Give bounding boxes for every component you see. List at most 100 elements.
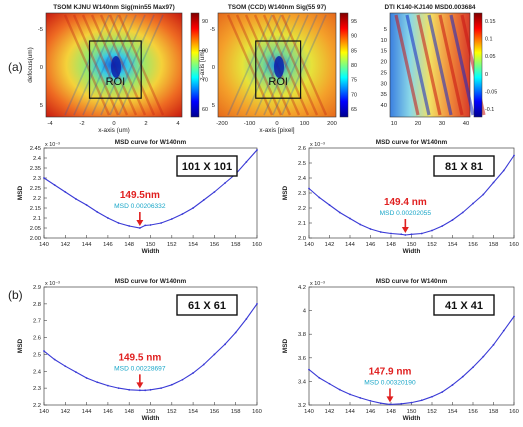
msd-data-point xyxy=(369,399,372,402)
heatmap-xtick-label: 200 xyxy=(327,121,337,127)
msd-data-point xyxy=(107,384,109,387)
msd-data-point xyxy=(149,224,152,226)
heatmap-ytick-label: 5 xyxy=(212,103,215,109)
chart-exponent-label: x 10⁻³ xyxy=(310,281,325,287)
y-tick-label: 2.6 xyxy=(298,146,306,152)
y-axis-label: MSD xyxy=(282,339,289,354)
heatmap-ylabel: z-axis [um] xyxy=(199,49,206,80)
y-tick-label: 2.9 xyxy=(33,285,41,291)
heatmap-xtick-label: 10 xyxy=(391,121,397,127)
y-tick-label: 2.3 xyxy=(33,176,41,182)
min-arrow-head xyxy=(401,227,409,233)
y-tick-label: 2.2 xyxy=(298,206,306,212)
x-tick-label: 146 xyxy=(366,242,376,248)
y-tick-label: 2.5 xyxy=(33,352,41,358)
msd-data-point xyxy=(117,387,120,390)
msd-data-point xyxy=(64,365,67,368)
chart-exponent-label: x 10⁻³ xyxy=(45,142,60,148)
x-tick-label: 158 xyxy=(231,409,241,415)
msd-data-point xyxy=(138,227,141,229)
heatmap-xlabel: x-axis [pixel] xyxy=(259,127,294,134)
msd-data-point xyxy=(53,184,56,186)
roi-size-label: 101 X 101 xyxy=(182,161,232,173)
msd-data-point xyxy=(410,401,413,404)
heatmap-ytick-label: 5 xyxy=(40,103,43,109)
min-arrow-head xyxy=(136,220,144,226)
x-tick-label: 158 xyxy=(231,242,241,248)
y-axis-label: MSD xyxy=(17,339,24,354)
roi-size-box xyxy=(433,294,495,316)
msd-series-line xyxy=(308,155,515,236)
min-width-label: 147.9 nm xyxy=(369,366,412,377)
msd-data-point xyxy=(213,191,216,193)
x-axis-label: Width xyxy=(403,248,421,255)
heatmap-stripe xyxy=(449,14,475,116)
colorbar xyxy=(190,12,200,118)
x-tick-label: 150 xyxy=(407,409,417,415)
msd-series-line xyxy=(43,303,258,391)
msd-data-point xyxy=(144,389,147,392)
heatmap-fringe xyxy=(108,14,156,116)
roi-size-box xyxy=(176,155,238,177)
x-tick-label: 142 xyxy=(325,242,335,248)
heatmap-fringe xyxy=(236,14,282,116)
roi-size-box xyxy=(176,294,238,316)
heatmap-fringe xyxy=(73,14,119,116)
heatmap-ytick-label: 0 xyxy=(40,65,43,71)
msd-data-point xyxy=(472,366,474,369)
colorbar-tick-label: 70 xyxy=(202,78,208,84)
heatmap-fringe xyxy=(245,14,291,116)
roi-box xyxy=(255,40,302,99)
msd-data-point xyxy=(202,363,205,366)
msd-data-point xyxy=(492,181,495,184)
heatmap-title: DTI K140-KJ140 MSD0.003684 xyxy=(385,4,476,11)
msd-data-point xyxy=(43,177,45,179)
x-tick-label: 144 xyxy=(82,242,92,248)
x-tick-label: 140 xyxy=(304,409,314,415)
msd-data-point xyxy=(502,169,505,172)
msd-data-point xyxy=(192,372,195,374)
colorbar-tick-label: 60 xyxy=(202,107,208,113)
msd-data-point xyxy=(420,232,423,235)
colorbar xyxy=(339,12,349,118)
y-tick-label: 2.3 xyxy=(298,191,306,197)
heatmap-stripe xyxy=(416,14,442,116)
y-tick-label: 4.2 xyxy=(298,285,306,291)
heatmap-title: TSOM KJNU W140nm Sig(min55 Max97) xyxy=(53,4,174,11)
colorbar-tick-label: 65 xyxy=(351,107,357,113)
colorbar-tick-label: 80 xyxy=(202,48,208,54)
heatmap-image xyxy=(217,12,337,118)
msd-data-point xyxy=(75,198,77,200)
heatmap-xtick-label: 100 xyxy=(300,121,310,127)
colorbar xyxy=(473,12,483,118)
x-tick-label: 150 xyxy=(146,409,156,415)
roi-size-label: 81 X 81 xyxy=(445,161,483,173)
colorbar-tick-label: 70 xyxy=(351,92,357,98)
msd-data-point xyxy=(160,387,163,390)
roi-size-label: 41 X 41 xyxy=(445,300,483,312)
x-tick-label: 154 xyxy=(188,242,198,248)
chart-exponent-label: x 10⁻³ xyxy=(45,281,60,287)
heatmap-stripe xyxy=(394,14,420,116)
msd-data-point xyxy=(349,393,351,396)
x-tick-label: 156 xyxy=(210,242,220,248)
msd-data-point xyxy=(441,391,444,393)
roi-label: ROI xyxy=(268,76,288,88)
msd-data-point xyxy=(308,368,310,371)
y-tick-label: 3.2 xyxy=(298,403,306,409)
msd-data-point xyxy=(107,217,109,219)
x-tick-label: 158 xyxy=(489,242,499,248)
heatmap-ytick-label: 10 xyxy=(381,38,387,44)
roi-size-box xyxy=(433,155,495,177)
msd-data-point xyxy=(192,207,195,209)
heatmap-title: TSOM (CCD) W140nm Sig(55 97) xyxy=(228,4,326,11)
msd-data-point xyxy=(472,202,474,205)
msd-data-point xyxy=(461,211,464,214)
msd-data-point xyxy=(359,397,362,399)
min-width-label: 149.4 nm xyxy=(384,197,427,208)
msd-data-point xyxy=(349,217,351,220)
msd-data-point xyxy=(43,350,45,352)
heatmap-xtick-label: -200 xyxy=(216,121,228,127)
msd-data-point xyxy=(53,358,56,361)
x-tick-label: 148 xyxy=(124,242,134,248)
